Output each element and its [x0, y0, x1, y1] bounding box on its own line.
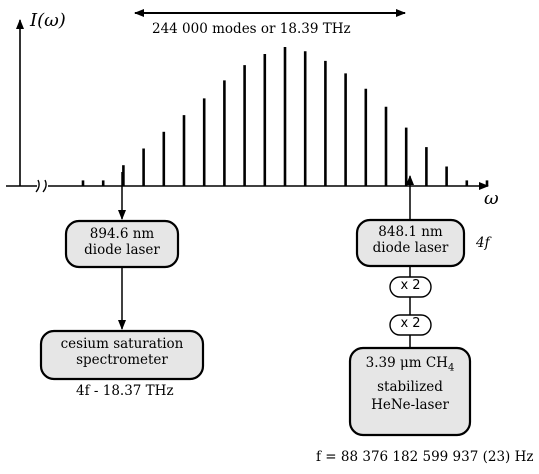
right-laser-line2: diode laser [372, 239, 449, 256]
doubler-2-label: x 2 [400, 316, 421, 331]
spectrometer-box [39, 329, 205, 381]
absolute-frequency-label: f = 88 376 182 599 937 (23) Hz [316, 449, 534, 465]
x-axis-label: ω [484, 188, 499, 209]
comb-teeth [81, 47, 489, 186]
hene-line1: 3.39 μm CH4 [365, 355, 455, 374]
right-laser-4f-label: 4f [476, 235, 490, 251]
spectrometer-line2: spectrometer [76, 351, 168, 368]
right-laser-label: 848.1 nm diode laser [357, 224, 464, 256]
left-laser-line1: 894.6 nm [89, 226, 155, 242]
spectrometer-line1: cesium saturation [60, 336, 184, 352]
span-label: 244 000 modes or 18.39 THz [152, 21, 351, 37]
doubler-1-label: x 2 [400, 278, 421, 293]
y-axis-label: I(ω) [30, 10, 66, 31]
hene-line2: stabilized [377, 379, 443, 396]
hene-line3: HeNe-laser [371, 396, 449, 413]
left-frequency-label: 4f - 18.37 THz [76, 383, 174, 399]
right-laser-line1: 848.1 nm [378, 224, 443, 240]
axis-break-gap [37, 180, 48, 192]
hene-box [348, 346, 472, 437]
left-laser-label: 894.6 nm diode laser [66, 226, 178, 258]
spectrometer-label: cesium saturation spectrometer [41, 336, 203, 368]
axis-break-icon [35, 179, 47, 193]
hene-label: 3.39 μm CH4 stabilized HeNe-laser [350, 355, 470, 413]
left-laser-line2: diode laser [84, 241, 160, 258]
